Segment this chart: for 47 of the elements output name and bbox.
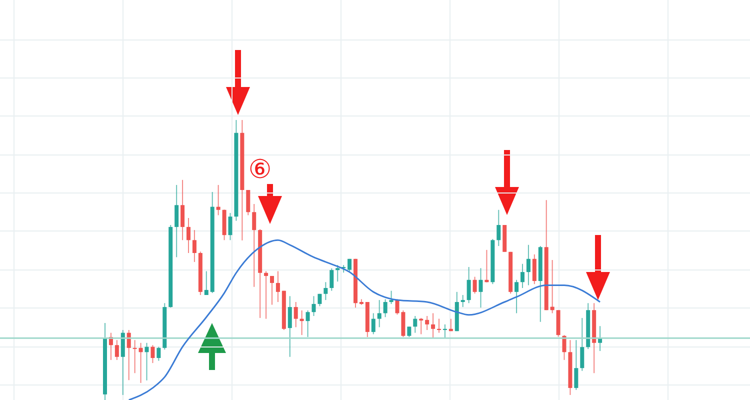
candlestick (514, 279, 519, 314)
candlestick (264, 270, 268, 320)
candlestick (228, 212, 232, 241)
candlestick (246, 190, 250, 216)
candlestick (336, 264, 340, 282)
candlestick (425, 316, 430, 330)
candlestick (270, 275, 274, 306)
annotation: ⑥ (248, 155, 272, 185)
candlestick (114, 340, 119, 360)
candlestick (186, 218, 190, 254)
candlestick (431, 312, 436, 339)
candlestick (460, 294, 465, 308)
candlestick (472, 276, 477, 294)
candlestick (389, 290, 394, 304)
candlestick (288, 296, 292, 358)
candlestick (294, 302, 298, 328)
candlestick (312, 296, 316, 316)
candlestick (192, 230, 196, 262)
candlestick (520, 263, 524, 288)
candlestick (276, 270, 280, 302)
candlestick (330, 268, 334, 292)
candlestick (324, 282, 328, 301)
candlestick (413, 316, 418, 334)
candlestick (348, 258, 352, 272)
candlestick (306, 310, 310, 338)
candlestick (156, 346, 161, 362)
candlestick (580, 317, 584, 372)
candlestick (383, 298, 388, 318)
candlestick (574, 340, 578, 390)
candlestick (318, 293, 322, 307)
candlestick (377, 300, 382, 328)
candlestick (252, 204, 256, 288)
candlestick (174, 184, 179, 258)
candlestick (180, 179, 185, 241)
candlestick (466, 266, 471, 304)
candlestick (204, 270, 208, 296)
candlestick (496, 209, 501, 246)
candlestick (478, 268, 483, 308)
candlestick (144, 342, 149, 381)
candlestick (371, 312, 376, 335)
candlestick (532, 254, 536, 285)
candlestick (216, 184, 220, 216)
candlestick (526, 244, 530, 286)
candlestick (407, 326, 412, 338)
candlestick (150, 344, 155, 364)
candlestick (138, 342, 143, 384)
candlestick (132, 340, 137, 374)
